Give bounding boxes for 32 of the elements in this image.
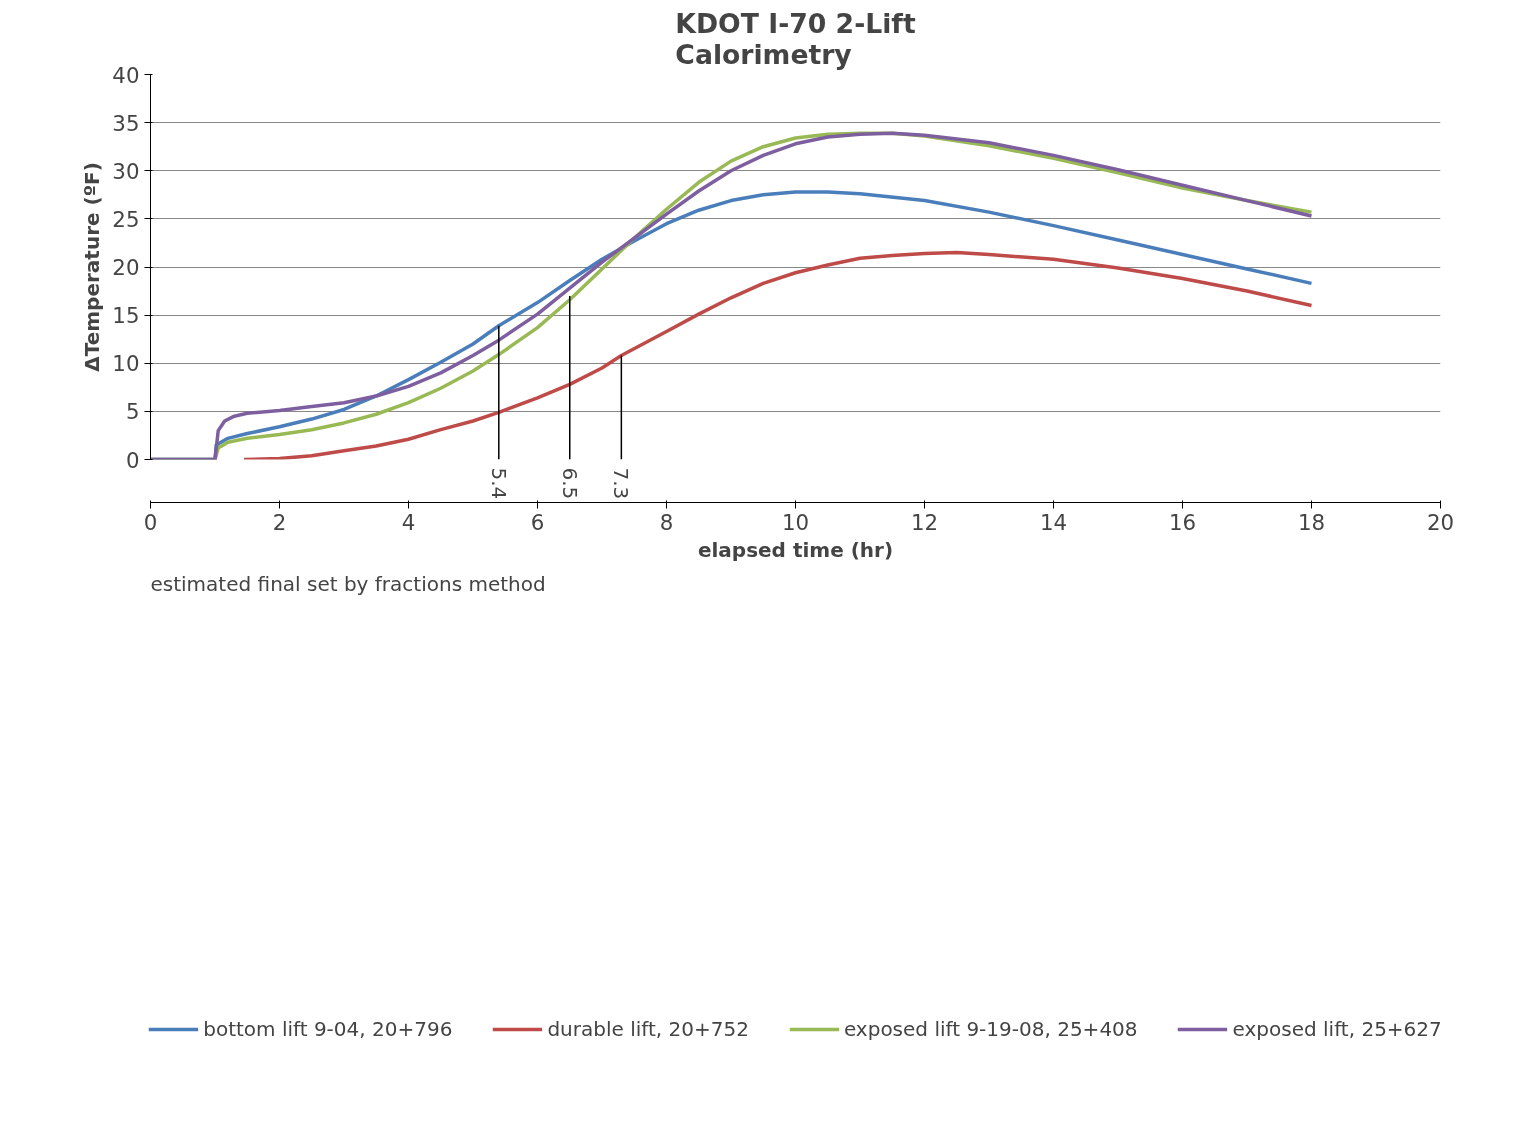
y-axis-title: ΔTemperature (ºF) xyxy=(80,162,105,372)
x-tick-label: 12 xyxy=(910,509,939,535)
x-tick-label: 16 xyxy=(1168,509,1197,535)
y-tick-label: 15 xyxy=(112,303,140,329)
y-tick-label: 10 xyxy=(112,351,140,377)
y-tick-label: 0 xyxy=(125,447,140,473)
line-series xyxy=(242,250,1314,460)
x-tick-label: 4 xyxy=(401,509,416,535)
y-tick-label: 20 xyxy=(112,255,140,280)
chart-title: KDOT I-70 2-Lift Calorimetry xyxy=(675,7,916,70)
y-tick-label: 25 xyxy=(112,206,140,232)
x-tick-label: 18 xyxy=(1297,509,1326,535)
x-tick-label: 20 xyxy=(1426,509,1455,535)
x-tick-label: 8 xyxy=(659,509,674,535)
x-tick-label: 10 xyxy=(781,509,810,535)
legend-label: durable lift, 20+752 xyxy=(547,1016,749,1041)
annotation: 7.3 xyxy=(609,467,634,500)
x-tick-label: 14 xyxy=(1039,509,1068,535)
legend-label: bottom lift 9-04, 20+796 xyxy=(203,1016,453,1041)
y-tick-label: 30 xyxy=(112,158,140,184)
y-tick-label: 5 xyxy=(125,399,140,425)
x-axis-title: elapsed time (hr) xyxy=(697,537,894,562)
annotation: 5.4 xyxy=(486,467,511,500)
legend-label: exposed lift 9-19-08, 25+408 xyxy=(843,1016,1138,1041)
y-tick-label: 40 xyxy=(112,62,140,88)
x-tick-label: 2 xyxy=(272,509,287,535)
x-tick-label: 0 xyxy=(143,509,158,535)
x-tick-label: 6 xyxy=(530,509,545,535)
text: estimated final set by fractions method xyxy=(150,571,546,596)
annotation: 6.5 xyxy=(557,467,582,500)
y-tick-label: 35 xyxy=(112,110,140,136)
legend-label: exposed lift, 25+627 xyxy=(1232,1016,1442,1041)
